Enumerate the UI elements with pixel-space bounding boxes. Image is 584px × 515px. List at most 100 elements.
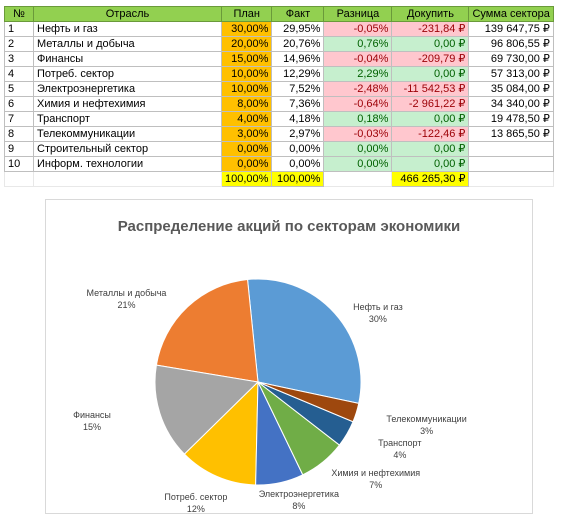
plan-cell[interactable]: 0,00%: [220, 141, 273, 157]
plan-cell[interactable]: 0,00%: [220, 156, 273, 172]
buy-cell[interactable]: 0,00 ₽: [391, 111, 470, 127]
diff-cell[interactable]: 0,76%: [323, 36, 393, 52]
table-row[interactable]: 9 Строительный сектор 0,00% 0,00% 0,00% 0,00 …: [4, 141, 554, 157]
sector-name-cell[interactable]: Телекоммуникации: [33, 126, 222, 142]
buy-cell[interactable]: 0,00 ₽: [391, 141, 470, 157]
buy-cell[interactable]: 0,00 ₽: [391, 156, 470, 172]
table-row[interactable]: 5 Электроэнергетика 10,00% 7,52% -2,48% -11 5…: [4, 81, 554, 97]
diff-cell[interactable]: -0,05%: [323, 21, 393, 37]
pie-slice[interactable]: [154, 364, 260, 455]
table-row[interactable]: 4 Потреб. сектор 10,00% 12,29% 2,29% 0,00 ₽57…: [4, 66, 554, 82]
col-fact-header[interactable]: Факт: [271, 6, 325, 22]
plan-cell[interactable]: 4,00%: [220, 111, 273, 127]
col-num-header[interactable]: №: [4, 6, 34, 22]
table-row[interactable]: 2 Металлы и добыча 20,00% 20,76% 0,76% 0,00 ₽…: [4, 36, 554, 52]
table-row[interactable]: 8 Телекоммуникации 3,00% 2,97% -0,03% -122,46…: [4, 126, 554, 142]
sector-sum-cell[interactable]: 57 313,00 ₽: [468, 66, 554, 82]
diff-cell[interactable]: -0,64%: [323, 96, 393, 112]
col-buy-header[interactable]: Докупить: [391, 6, 470, 22]
fact-cell[interactable]: 14,96%: [271, 51, 325, 67]
buy-cell[interactable]: -2 961,22 ₽: [391, 96, 470, 112]
plan-cell[interactable]: 15,00%: [220, 51, 273, 67]
table-row[interactable]: 1 Нефть и газ 30,00% 29,95% -0,05% -231,84 ₽1…: [4, 21, 554, 37]
diff-cell[interactable]: 0,00%: [323, 156, 393, 172]
slice-percent: 30%: [368, 313, 387, 324]
slice-label: Нефть и газ 30%: [338, 301, 418, 325]
fact-cell[interactable]: 7,52%: [271, 81, 325, 97]
plan-cell[interactable]: 10,00%: [220, 81, 273, 97]
table-row[interactable]: 6 Химия и нефтехимия 8,00% 7,36% -0,64% -2 96…: [4, 96, 554, 112]
sector-name-cell[interactable]: Потреб. сектор: [33, 66, 222, 82]
row-number[interactable]: 3: [4, 51, 34, 67]
sector-name-cell[interactable]: Химия и нефтехимия: [33, 96, 222, 112]
sector-name-cell[interactable]: Электроэнергетика: [33, 81, 222, 97]
col-diff-header[interactable]: Разница: [323, 6, 393, 22]
diff-cell[interactable]: -0,04%: [323, 51, 393, 67]
plan-cell[interactable]: 8,00%: [220, 96, 273, 112]
sector-sum-cell[interactable]: 19 478,50 ₽: [468, 111, 554, 127]
slice-percent: 4%: [393, 449, 407, 460]
diff-cell[interactable]: 0,18%: [323, 111, 393, 127]
plan-cell[interactable]: 30,00%: [220, 21, 273, 37]
fact-cell[interactable]: 2,97%: [271, 126, 325, 142]
buy-cell[interactable]: 0,00 ₽: [391, 66, 470, 82]
sector-name-cell[interactable]: Информ. технологии: [33, 156, 222, 172]
pie-slice[interactable]: [246, 278, 362, 405]
buy-cell[interactable]: -231,84 ₽: [391, 21, 470, 37]
slice-percent: 12%: [186, 504, 205, 515]
col-sector-header[interactable]: Отрасль: [33, 6, 222, 22]
buy-cell[interactable]: 0,00 ₽: [391, 36, 470, 52]
sector-sum-cell[interactable]: 69 730,00 ₽: [468, 51, 554, 67]
sector-sum-cell[interactable]: [468, 141, 554, 157]
row-number[interactable]: 7: [4, 111, 34, 127]
fact-cell[interactable]: 12,29%: [271, 66, 325, 82]
buy-total-cell[interactable]: 466 265,30 ₽: [391, 171, 470, 187]
sector-sum-cell[interactable]: 34 340,00 ₽: [468, 96, 554, 112]
pie-chart[interactable]: Распределение акций по секторам экономик…: [45, 199, 533, 514]
diff-cell[interactable]: -0,03%: [323, 126, 393, 142]
buy-cell[interactable]: -11 542,53 ₽: [391, 81, 470, 97]
table-row[interactable]: 10 Информ. технологии 0,00% 0,00% 0,00% 0,00 …: [4, 156, 554, 172]
buy-cell[interactable]: -122,46 ₽: [391, 126, 470, 142]
row-number[interactable]: 1: [4, 21, 34, 37]
fact-cell[interactable]: 4,18%: [271, 111, 325, 127]
sector-name-cell[interactable]: Металлы и добыча: [33, 36, 222, 52]
sector-sum-cell[interactable]: 139 647,75 ₽: [468, 21, 554, 37]
plan-cell[interactable]: 10,00%: [220, 66, 273, 82]
fact-cell[interactable]: 29,95%: [271, 21, 325, 37]
buy-cell[interactable]: -209,79 ₽: [391, 51, 470, 67]
fact-cell[interactable]: 0,00%: [271, 141, 325, 157]
pie-slice[interactable]: [183, 380, 259, 486]
sector-sum-cell[interactable]: [468, 156, 554, 172]
row-number[interactable]: 10: [4, 156, 34, 172]
sector-sum-cell[interactable]: 96 806,55 ₽: [468, 36, 554, 52]
diff-cell[interactable]: 2,29%: [323, 66, 393, 82]
plan-total-cell[interactable]: 100,00%: [220, 171, 273, 187]
pie-slice[interactable]: [155, 278, 259, 383]
col-sum-header[interactable]: Сумма сектора: [468, 6, 554, 22]
fact-cell[interactable]: 20,76%: [271, 36, 325, 52]
sector-sum-cell[interactable]: 13 865,50 ₽: [468, 126, 554, 142]
row-number[interactable]: 9: [4, 141, 34, 157]
row-number[interactable]: 2: [4, 36, 34, 52]
diff-cell[interactable]: 0,00%: [323, 141, 393, 157]
row-number[interactable]: 6: [4, 96, 34, 112]
col-plan-header[interactable]: План: [220, 6, 273, 22]
row-number[interactable]: 8: [4, 126, 34, 142]
sector-name-cell[interactable]: Финансы: [33, 51, 222, 67]
table-row[interactable]: 3 Финансы 15,00% 14,96% -0,04% -209,79 ₽69 73…: [4, 51, 554, 67]
row-number[interactable]: 4: [4, 66, 34, 82]
sector-sum-cell[interactable]: 35 084,00 ₽: [468, 81, 554, 97]
row-number[interactable]: 5: [4, 81, 34, 97]
fact-cell[interactable]: 7,36%: [271, 96, 325, 112]
pie-slice[interactable]: [257, 381, 360, 423]
sector-name-cell[interactable]: Транспорт: [33, 111, 222, 127]
fact-cell[interactable]: 0,00%: [271, 156, 325, 172]
sector-name-cell[interactable]: Строительный сектор: [33, 141, 222, 157]
fact-total-cell[interactable]: 100,00%: [271, 171, 325, 187]
plan-cell[interactable]: 3,00%: [220, 126, 273, 142]
sector-name-cell[interactable]: Нефть и газ: [33, 21, 222, 37]
plan-cell[interactable]: 20,00%: [220, 36, 273, 52]
table-row[interactable]: 7 Транспорт 4,00% 4,18% 0,18% 0,00 ₽19 478,50…: [4, 111, 554, 127]
diff-cell[interactable]: -2,48%: [323, 81, 393, 97]
